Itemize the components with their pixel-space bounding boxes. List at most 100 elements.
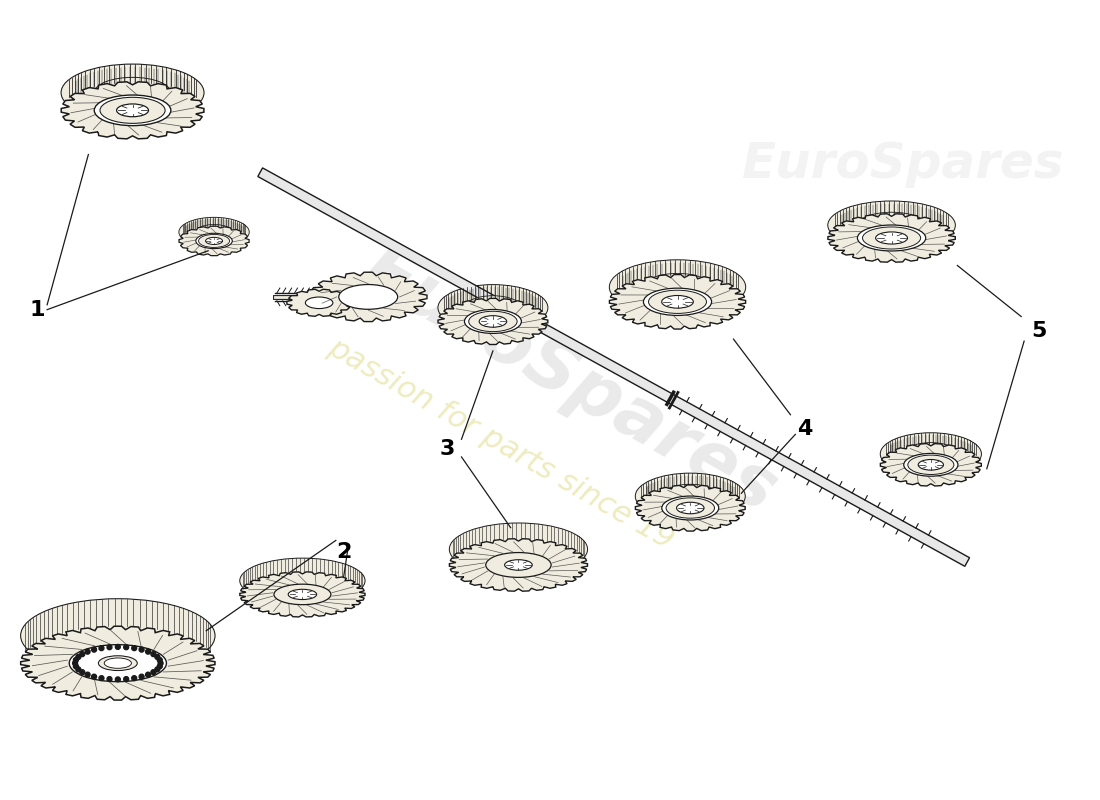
Ellipse shape <box>464 296 521 320</box>
Ellipse shape <box>662 496 718 520</box>
Polygon shape <box>880 444 981 486</box>
Circle shape <box>76 654 80 659</box>
Ellipse shape <box>199 234 230 247</box>
Ellipse shape <box>480 316 507 327</box>
Circle shape <box>74 664 78 669</box>
Ellipse shape <box>609 260 746 314</box>
Circle shape <box>123 645 129 650</box>
Ellipse shape <box>857 225 926 251</box>
Ellipse shape <box>104 658 131 668</box>
Ellipse shape <box>69 645 166 682</box>
Polygon shape <box>179 226 249 256</box>
Ellipse shape <box>117 104 148 117</box>
Ellipse shape <box>98 656 138 670</box>
Polygon shape <box>257 168 969 566</box>
Text: 4: 4 <box>798 419 813 439</box>
Ellipse shape <box>339 285 398 310</box>
Ellipse shape <box>196 225 232 240</box>
Ellipse shape <box>904 454 958 476</box>
Ellipse shape <box>464 310 521 334</box>
Text: EuroSpares: EuroSpares <box>351 234 789 526</box>
Ellipse shape <box>908 455 954 474</box>
Ellipse shape <box>206 238 222 245</box>
Text: 5: 5 <box>1031 322 1046 342</box>
Ellipse shape <box>95 95 170 126</box>
Ellipse shape <box>274 584 331 605</box>
Circle shape <box>99 646 103 650</box>
Circle shape <box>132 646 136 650</box>
Circle shape <box>139 647 144 652</box>
Polygon shape <box>438 298 548 345</box>
Polygon shape <box>309 272 427 322</box>
Text: 1: 1 <box>30 300 45 320</box>
Ellipse shape <box>636 473 746 519</box>
Ellipse shape <box>862 227 921 249</box>
Ellipse shape <box>62 64 204 122</box>
Ellipse shape <box>21 598 215 673</box>
Circle shape <box>139 674 144 679</box>
Ellipse shape <box>880 433 981 475</box>
Circle shape <box>73 661 77 666</box>
Circle shape <box>145 650 151 654</box>
Ellipse shape <box>196 234 232 249</box>
Circle shape <box>76 667 80 672</box>
Ellipse shape <box>438 285 548 330</box>
Ellipse shape <box>644 274 712 301</box>
Circle shape <box>91 647 97 652</box>
Ellipse shape <box>486 553 551 578</box>
Ellipse shape <box>904 442 958 466</box>
Ellipse shape <box>667 498 715 518</box>
Ellipse shape <box>288 590 317 599</box>
Ellipse shape <box>918 459 944 470</box>
Polygon shape <box>450 538 587 591</box>
Circle shape <box>85 672 90 677</box>
Circle shape <box>151 670 156 674</box>
Circle shape <box>157 664 162 669</box>
Ellipse shape <box>876 232 907 244</box>
Polygon shape <box>636 485 745 531</box>
Ellipse shape <box>449 523 587 575</box>
Circle shape <box>145 672 151 677</box>
Circle shape <box>107 645 112 650</box>
Ellipse shape <box>662 484 718 508</box>
Ellipse shape <box>100 98 165 123</box>
Ellipse shape <box>857 212 926 238</box>
Ellipse shape <box>828 201 956 250</box>
Ellipse shape <box>179 218 250 247</box>
Circle shape <box>155 667 160 672</box>
Circle shape <box>157 658 162 662</box>
Ellipse shape <box>644 288 712 315</box>
Ellipse shape <box>662 295 693 308</box>
Polygon shape <box>240 572 365 617</box>
Circle shape <box>80 670 85 674</box>
Ellipse shape <box>95 78 170 108</box>
Polygon shape <box>287 290 351 316</box>
Ellipse shape <box>469 311 517 332</box>
Ellipse shape <box>505 560 532 570</box>
Circle shape <box>151 652 156 657</box>
Circle shape <box>132 676 136 681</box>
Circle shape <box>107 677 112 682</box>
Circle shape <box>116 677 120 682</box>
Ellipse shape <box>306 297 333 309</box>
Ellipse shape <box>676 502 704 514</box>
Polygon shape <box>21 626 215 700</box>
Circle shape <box>74 658 78 662</box>
Polygon shape <box>609 274 746 329</box>
Circle shape <box>158 661 163 666</box>
Circle shape <box>123 677 129 682</box>
Ellipse shape <box>649 290 706 314</box>
Text: 2: 2 <box>336 542 351 562</box>
Circle shape <box>91 674 97 679</box>
Circle shape <box>99 676 103 681</box>
Circle shape <box>155 654 160 659</box>
Text: passion for parts since 19: passion for parts since 19 <box>323 333 679 555</box>
Ellipse shape <box>240 558 365 603</box>
Polygon shape <box>62 82 204 139</box>
Circle shape <box>85 650 90 654</box>
Text: EuroSpares: EuroSpares <box>742 140 1065 188</box>
Circle shape <box>116 645 120 650</box>
Text: 3: 3 <box>439 439 454 459</box>
Circle shape <box>80 652 85 657</box>
Polygon shape <box>828 214 955 262</box>
